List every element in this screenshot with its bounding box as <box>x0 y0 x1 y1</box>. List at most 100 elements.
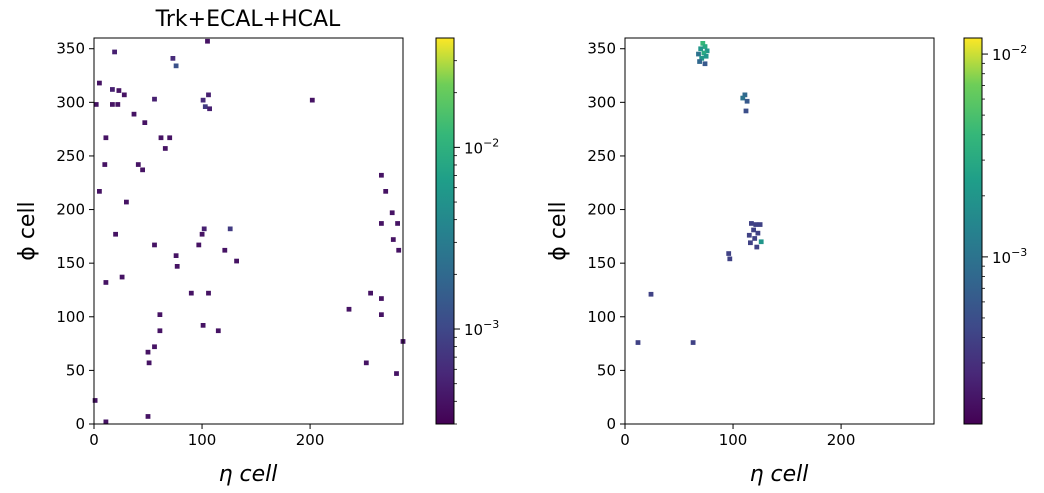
colorbar-gradient <box>963 37 983 425</box>
heatmap-cell <box>115 102 121 107</box>
heatmap-cell <box>93 102 99 107</box>
heatmap-cell <box>697 59 702 64</box>
heatmap-cell <box>173 63 179 69</box>
heatmap-cell <box>696 51 701 57</box>
y-tick-label: 50 <box>597 361 616 379</box>
heatmap-cell <box>746 232 752 238</box>
heatmap-cell <box>113 231 118 237</box>
heatmap-cell <box>758 239 764 245</box>
heatmap-cell <box>379 221 384 226</box>
y-tick-label: 300 <box>587 93 616 111</box>
heatmap-cell <box>92 398 98 403</box>
colorbar-tick-label: 10−3 <box>464 318 499 339</box>
y-tick-label: 350 <box>587 40 616 58</box>
heatmap-cell <box>145 349 151 355</box>
heatmap-cell <box>152 242 157 248</box>
heatmap-cell <box>389 210 395 216</box>
heatmap-cell <box>704 48 710 54</box>
heatmap-cell <box>103 419 109 425</box>
colorbar-gradient <box>435 37 455 425</box>
y-tick-label: 0 <box>606 415 616 433</box>
colorbar-tick-label: 10−2 <box>464 136 499 157</box>
heatmap-cell <box>749 221 754 226</box>
heatmap-cell <box>110 87 115 92</box>
heatmap-cell <box>206 290 211 296</box>
heatmap-cell <box>112 49 117 55</box>
heatmap-cell <box>102 162 108 167</box>
y-tick-label: 100 <box>56 308 85 326</box>
y-tick-label: 50 <box>66 361 85 379</box>
y-tick-label: 150 <box>56 254 85 272</box>
plot-frame <box>93 37 404 425</box>
heatmap-cell <box>174 264 180 269</box>
y-tick-label: 150 <box>587 254 616 272</box>
heatmap-cell <box>701 50 707 56</box>
heatmap-cell <box>200 97 206 103</box>
heatmap-cell <box>200 323 206 328</box>
heatmap-cell <box>309 97 315 103</box>
colorbar-tick-label: 10−3 <box>992 246 1027 267</box>
heatmap-cell <box>702 44 708 49</box>
heatmap-cell <box>368 290 373 296</box>
heatmap-cell <box>152 344 157 350</box>
heatmap-cell <box>146 360 152 366</box>
colorbar-ticks: 10−3 10−2 <box>454 60 499 425</box>
y-axis-label: ϕ cell <box>546 201 571 260</box>
y-axis-label: ϕ cell <box>15 201 40 260</box>
heatmap-cell <box>390 237 396 242</box>
heatmap-cell <box>363 360 369 366</box>
heatmap-cell <box>124 199 129 205</box>
heatmap-cell <box>757 222 763 227</box>
heatmap-cell <box>740 95 746 101</box>
x-tick-label: 100 <box>719 431 748 449</box>
heatmap-cell <box>152 96 157 102</box>
heatmap-cell <box>754 244 760 250</box>
heatmap-cell <box>199 231 205 237</box>
heatmap-cell <box>121 92 127 98</box>
x-tick-label: 0 <box>89 431 99 449</box>
heatmap-cell <box>395 221 400 226</box>
x-tick-label: 0 <box>620 431 630 449</box>
heatmap-cell <box>202 104 208 109</box>
heatmap-cell <box>346 306 352 312</box>
heatmap-cell <box>726 251 732 256</box>
chart-title: Trk+ECAL+HCAL <box>155 7 341 32</box>
heatmap-cell <box>131 111 137 117</box>
heatmap-cell <box>157 312 163 317</box>
heatmap-cells <box>635 41 764 345</box>
heatmap-cell <box>742 92 748 98</box>
heatmap-cell <box>110 102 115 107</box>
y-tick-label: 350 <box>56 40 85 58</box>
heatmap-cells <box>92 38 406 425</box>
y-tick-label: 250 <box>56 147 85 165</box>
x-ticks: 0 100 200 <box>620 424 855 449</box>
heatmap-cell <box>379 312 384 317</box>
heatmap-cell <box>396 247 402 253</box>
heatmap-right: 0 100 200 0 50 100 150 200 250 300 350 η cell ϕ c… <box>546 37 1027 487</box>
heatmap-cell <box>227 226 233 232</box>
x-axis-label: η cell <box>219 462 278 487</box>
heatmap-cell <box>379 296 384 301</box>
y-tick-label: 200 <box>56 201 85 219</box>
heatmap-cell <box>727 256 733 262</box>
y-tick-label: 200 <box>587 201 616 219</box>
heatmap-cell <box>703 53 709 59</box>
y-tick-label: 250 <box>587 147 616 165</box>
heatmap-cell <box>648 291 654 297</box>
colorbar: 10−3 10−2 <box>435 37 499 425</box>
heatmap-cell <box>743 108 749 114</box>
heatmap-cell <box>142 120 148 125</box>
heatmap-cell <box>170 56 176 61</box>
heatmap-cell <box>157 328 163 334</box>
y-tick-label: 100 <box>587 308 616 326</box>
heatmap-cell <box>140 167 145 173</box>
y-ticks: 0 50 100 150 200 250 300 350 <box>56 40 94 433</box>
colorbar-tick-label: 10−2 <box>992 43 1027 64</box>
colorbar: 10−3 10−2 <box>963 37 1027 425</box>
heatmap-cell <box>196 242 202 248</box>
heatmap-cell <box>222 247 228 253</box>
heatmap-cell <box>379 172 384 178</box>
heatmap-cell <box>167 135 173 141</box>
heatmap-cell <box>234 258 239 264</box>
y-ticks: 0 50 100 150 200 250 300 350 <box>587 40 625 433</box>
